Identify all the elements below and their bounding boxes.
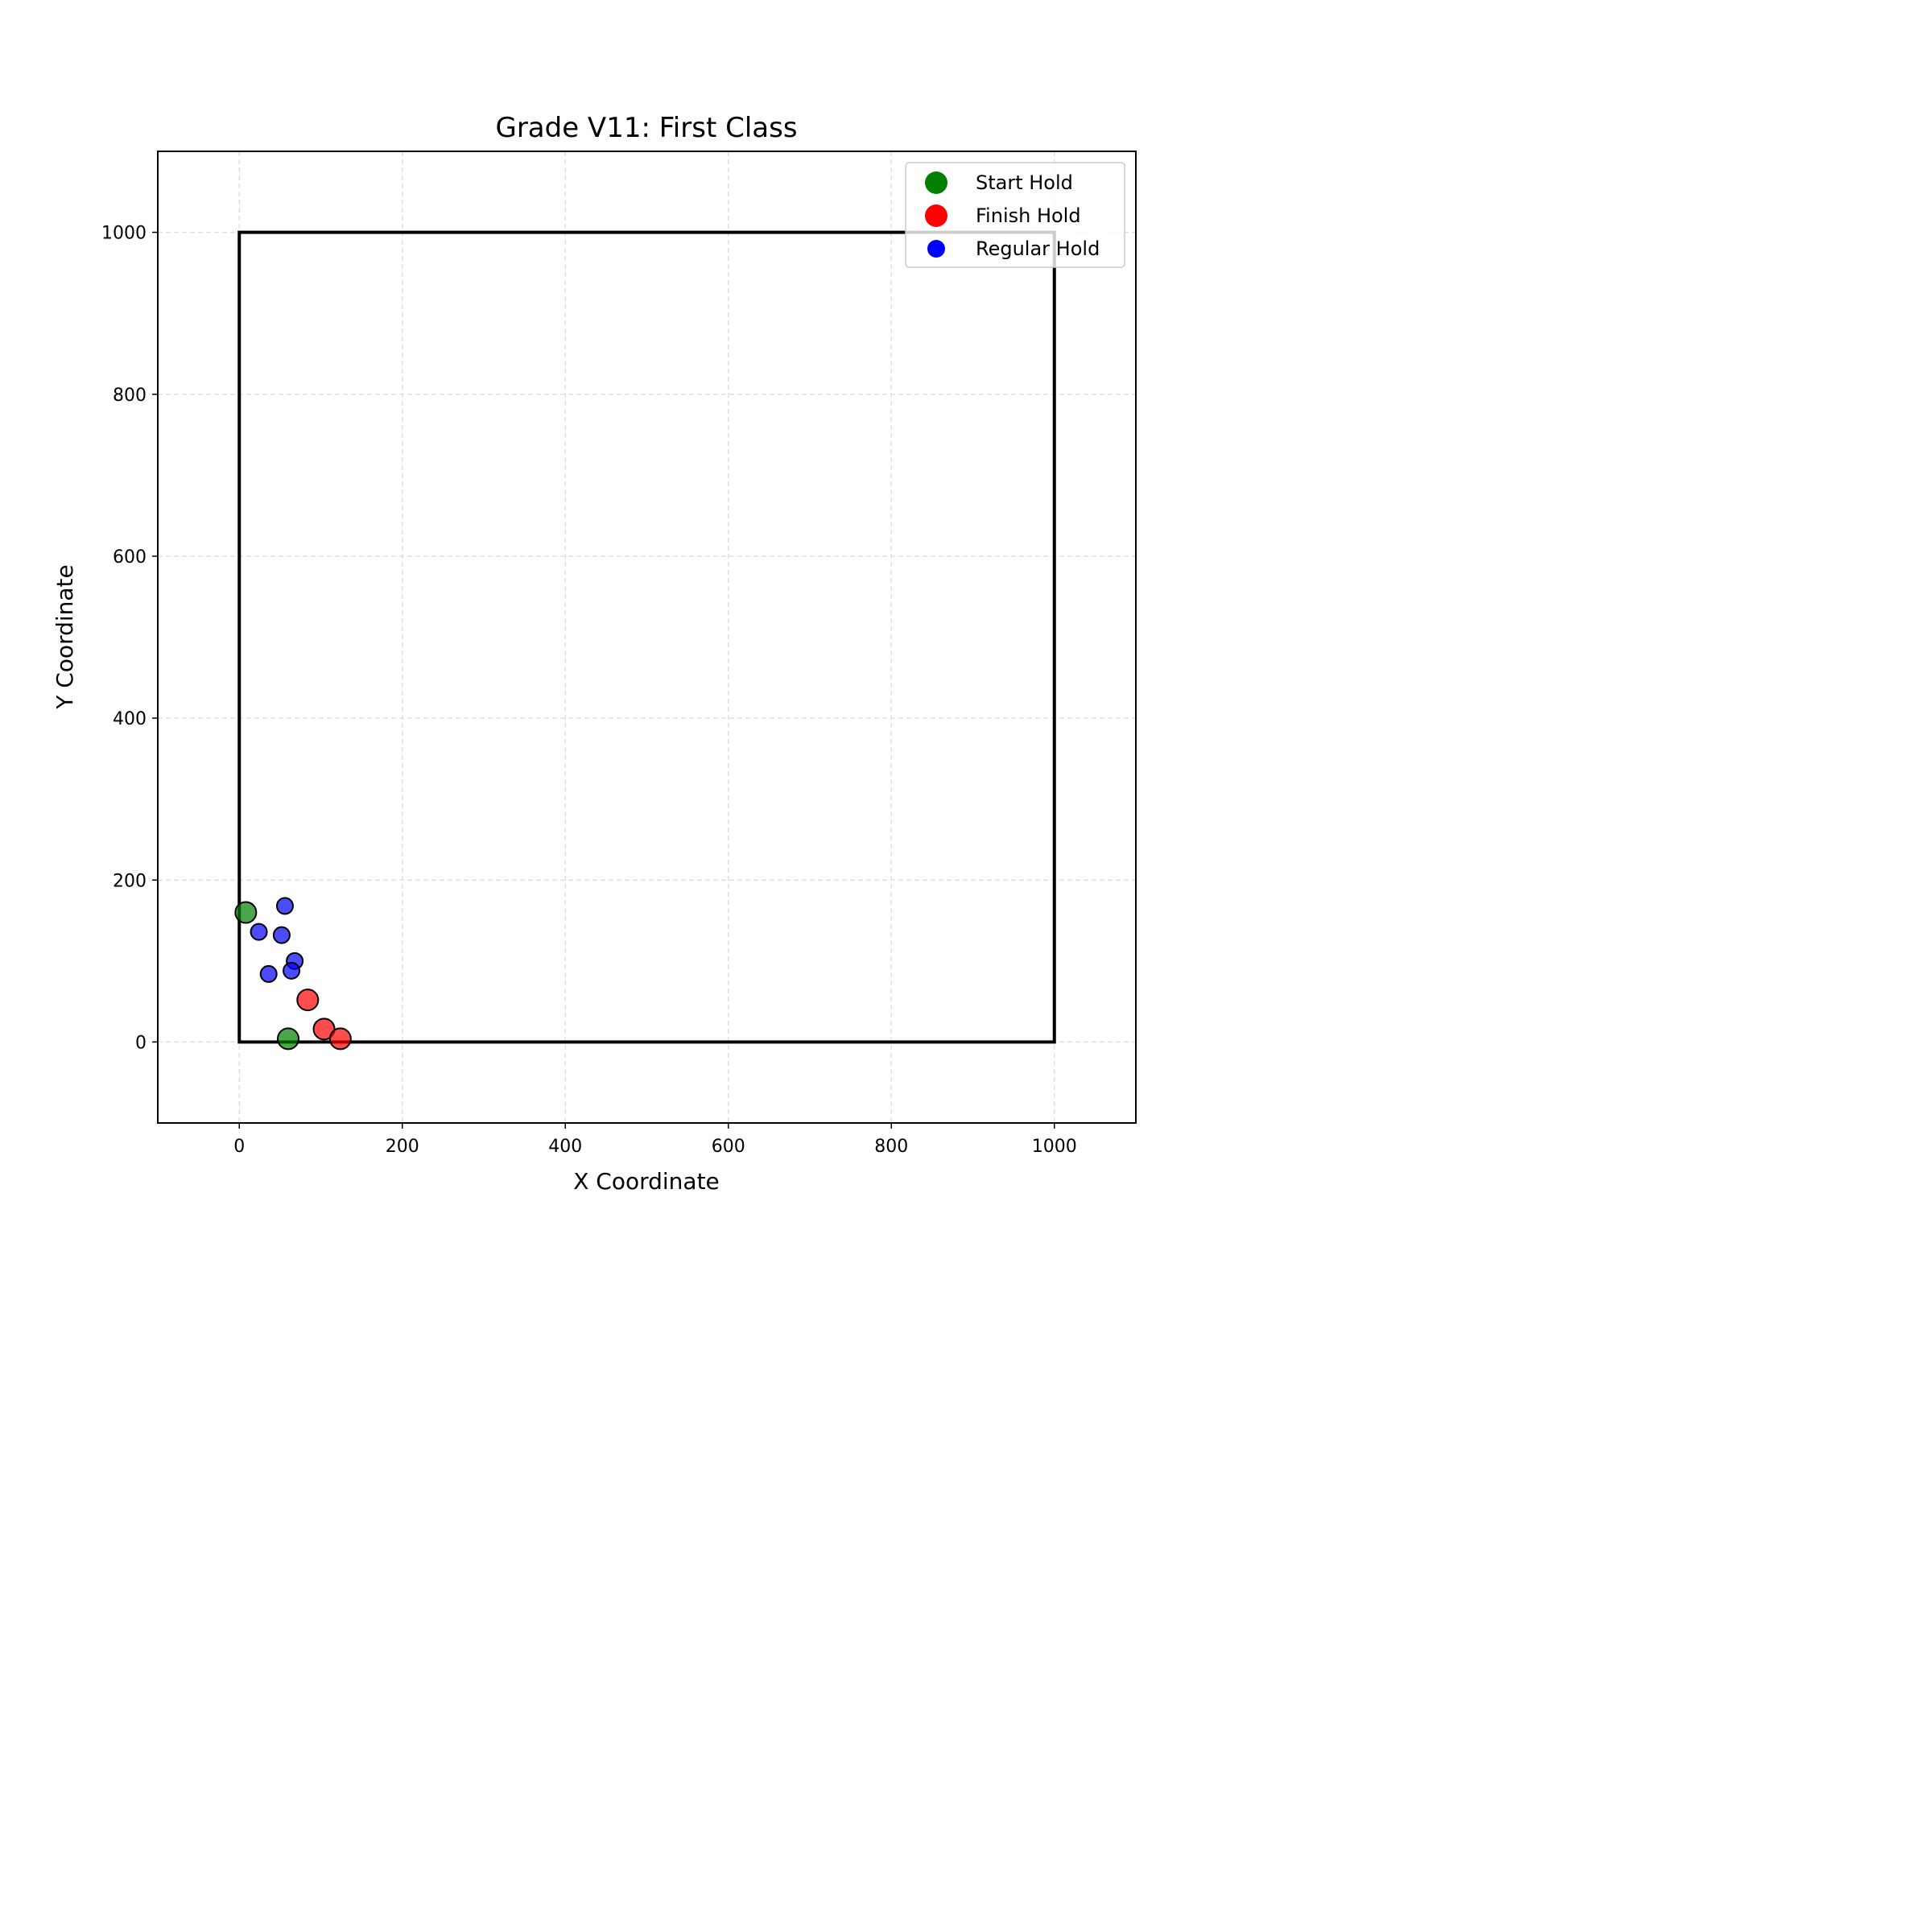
hold-point-0-0: [234, 901, 258, 924]
legend-marker-2: [927, 240, 945, 258]
hold-point-2-4: [283, 961, 301, 980]
wall-outline: [237, 230, 1056, 1044]
x-tick-label-3: 600: [712, 1137, 745, 1157]
x-axis-label: X Coordinate: [573, 1168, 720, 1195]
figure: Grade V11: First Class 0 200 400 600 800 1000…: [0, 0, 1248, 1248]
x-tick-label-2: 400: [548, 1137, 582, 1157]
legend-label-2: Regular Hold: [976, 237, 1100, 260]
x-tick-label-5: 1000: [1032, 1137, 1077, 1157]
y-tick-label-4: 800: [113, 386, 147, 406]
y-axis-label: Y Coordinate: [52, 564, 78, 710]
y-tick-label-3: 600: [113, 547, 147, 568]
chart-title: Grade V11: First Class: [495, 112, 797, 144]
plot-frame: [157, 151, 1137, 1124]
hold-point-1-2: [328, 1027, 352, 1051]
hold-points: [234, 897, 352, 1051]
legend-marker-0: [925, 171, 947, 194]
hold-point-1-1: [312, 1018, 336, 1041]
x-tick-label-0: 0: [233, 1137, 245, 1157]
y-tick-label-2: 400: [113, 709, 147, 729]
y-tick-label-1: 200: [113, 871, 147, 891]
x-tick-label-1: 200: [386, 1137, 419, 1157]
hold-point-2-0: [275, 897, 294, 915]
legend-box: [905, 162, 1125, 268]
wall-boundary: [237, 230, 1056, 1044]
axis-ticks: 0 200 400 600 800 1000 0 200 400 600 800 1000: [101, 224, 1077, 1157]
hold-point-1-0: [296, 989, 320, 1012]
hold-point-2-5: [259, 964, 278, 983]
legend: Start Hold Finish Hold Regular Hold: [905, 162, 1125, 268]
y-tick-label-0: 0: [135, 1033, 147, 1053]
legend-label-0: Start Hold: [976, 171, 1073, 194]
legend-label-1: Finish Hold: [976, 204, 1081, 227]
x-tick-label-4: 800: [874, 1137, 908, 1157]
hold-point-2-2: [272, 926, 291, 944]
legend-marker-1: [925, 204, 947, 227]
hold-point-2-1: [250, 923, 268, 941]
y-tick-label-5: 1000: [101, 224, 147, 244]
hold-point-0-1: [277, 1027, 299, 1051]
